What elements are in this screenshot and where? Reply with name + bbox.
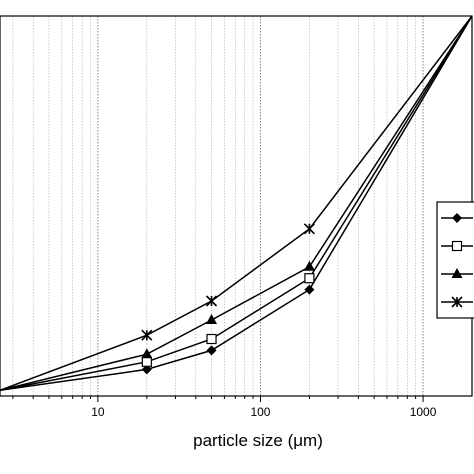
x-axis-label: particle size (μm) [193, 431, 323, 450]
square-marker [304, 273, 315, 284]
triangle-marker [206, 314, 218, 324]
plot-frame [0, 15, 473, 397]
series-4 [0, 15, 473, 392]
square-marker [206, 333, 217, 345]
diamond-marker [141, 364, 152, 375]
series-line [0, 15, 473, 392]
x-marker [141, 329, 153, 341]
diamond-marker [452, 213, 462, 223]
diamond-marker [304, 284, 315, 295]
series-line [0, 15, 473, 392]
triangle-marker [141, 348, 153, 359]
triangle-marker [451, 268, 463, 278]
grid-lines [12, 16, 424, 396]
x-marker [451, 296, 463, 308]
square-marker [451, 240, 463, 252]
series-line [0, 15, 473, 392]
x-axis-ticks: 10 100 1000 [12, 396, 437, 419]
x-tick-label: 10 [91, 405, 105, 419]
series-group [0, 15, 473, 392]
legend [436, 201, 474, 319]
diamond-marker [206, 345, 217, 356]
x-marker [205, 295, 218, 307]
square-marker [141, 356, 152, 367]
triangle-marker [303, 260, 315, 271]
x-marker [303, 223, 315, 235]
series-1 [0, 15, 473, 392]
x-tick-label: 100 [250, 405, 270, 419]
x-tick-label: 1000 [410, 405, 437, 419]
series-line [0, 15, 473, 392]
series-3 [0, 15, 473, 392]
series-2 [0, 15, 473, 392]
